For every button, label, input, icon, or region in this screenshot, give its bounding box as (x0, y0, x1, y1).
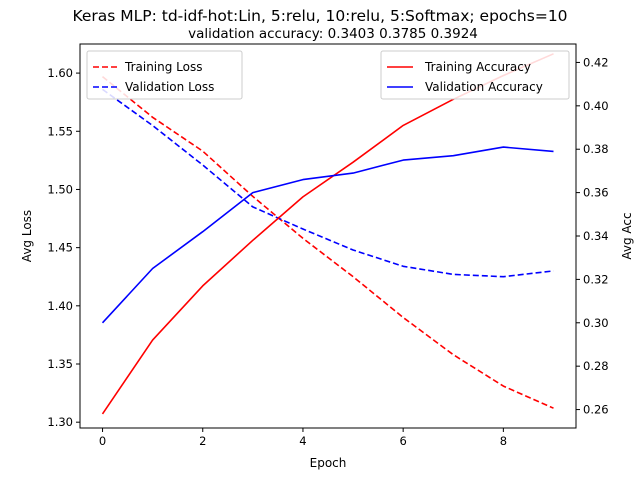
x-tick-label: 6 (399, 434, 406, 448)
y-tick-label-right: 0.36 (583, 186, 609, 200)
y-tick-label-right: 0.42 (583, 55, 609, 69)
y-tick-label-right: 0.30 (583, 316, 609, 330)
legend-label-validation-accuracy: Validation Accuracy (425, 80, 543, 94)
y-tick-label-right: 0.26 (583, 403, 609, 417)
y-tick-label-left: 1.50 (47, 182, 73, 196)
series-line-validation-loss (102, 88, 554, 278)
y-tick-label-left: 1.40 (47, 299, 73, 313)
y-axis-label-right: Avg Acc (620, 212, 634, 259)
x-tick-label: 2 (199, 434, 206, 448)
y-tick-label-right: 0.34 (583, 229, 609, 243)
x-tick-label: 0 (99, 434, 106, 448)
y-tick-label-left: 1.30 (47, 415, 73, 429)
legend-accuracy-box (380, 50, 570, 100)
legend-label-validation-loss: Validation Loss (125, 80, 214, 94)
x-axis-label: Epoch (310, 456, 347, 470)
legend-label-training-loss: Training Loss (124, 60, 202, 74)
y-tick-label-right: 0.40 (583, 99, 609, 113)
y-tick-label-left: 1.60 (47, 66, 73, 80)
plot-lines (101, 53, 554, 415)
legend-loss-box (86, 50, 243, 100)
chart-subtitle: validation accuracy: 0.3403 0.3785 0.392… (188, 26, 478, 42)
legend-accuracy: Training Accuracy Validation Accuracy (380, 50, 570, 100)
y-tick-label-left: 1.55 (47, 124, 73, 138)
series-line-training-accuracy (101, 53, 554, 415)
y-tick-label-right: 0.28 (583, 359, 609, 373)
legend-loss: Training Loss Validation Loss (86, 50, 243, 100)
y-tick-label-right: 0.32 (583, 272, 609, 286)
legend-label-training-accuracy: Training Accuracy (424, 60, 531, 74)
series-line-training-loss (101, 75, 554, 409)
y-tick-label-right: 0.38 (583, 142, 609, 156)
plot-frame (79, 43, 577, 429)
axis-ticks: 0 2 4 6 8 1.30 1.35 1.40 1.45 1.50 1.55 1.60 0.26 0.2… (47, 55, 608, 448)
series-line-validation-accuracy (101, 146, 554, 324)
y-tick-label-left: 1.45 (47, 241, 73, 255)
y-axis-label-left: Avg Loss (20, 210, 34, 262)
y-tick-label-left: 1.35 (47, 357, 73, 371)
x-tick-label: 4 (299, 434, 306, 448)
x-tick-label: 8 (500, 434, 507, 448)
chart-title: Keras MLP: td-idf-hot:Lin, 5:relu, 10:re… (72, 7, 567, 25)
